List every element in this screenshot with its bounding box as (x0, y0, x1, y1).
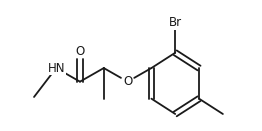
Text: HN: HN (47, 62, 65, 75)
Text: O: O (123, 75, 132, 88)
Text: O: O (75, 45, 85, 58)
Text: Br: Br (169, 16, 182, 29)
